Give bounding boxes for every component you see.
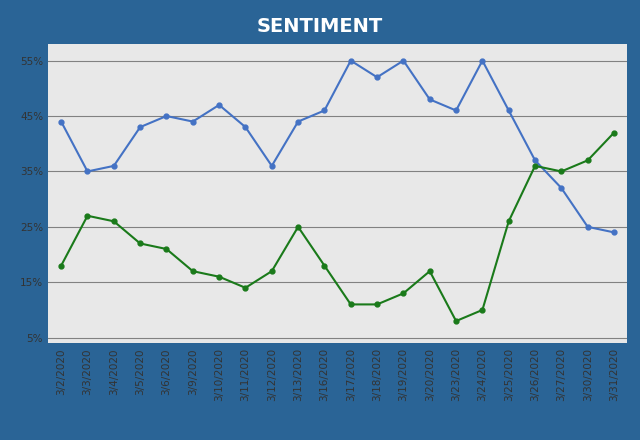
Advancers <box>136 241 144 246</box>
Advancers <box>58 263 65 268</box>
Advancers <box>531 163 539 169</box>
Decliners <box>84 169 92 174</box>
Decliners <box>610 230 618 235</box>
Decliners <box>215 103 223 108</box>
Advancers <box>163 246 170 252</box>
Decliners <box>584 224 591 230</box>
Line: Advancers: Advancers <box>59 130 616 323</box>
Advancers <box>505 219 513 224</box>
Decliners <box>242 125 250 130</box>
Decliners <box>399 58 407 63</box>
Advancers <box>84 213 92 218</box>
Decliners <box>347 58 355 63</box>
Advancers <box>452 319 460 324</box>
Advancers <box>399 291 407 296</box>
Advancers <box>189 268 196 274</box>
Advancers <box>242 285 250 290</box>
Decliners <box>110 163 118 169</box>
Advancers <box>321 263 328 268</box>
Advancers <box>479 307 486 312</box>
Decliners <box>531 158 539 163</box>
Decliners <box>321 108 328 113</box>
Advancers <box>610 130 618 135</box>
Decliners <box>373 75 381 80</box>
Text: SENTIMENT: SENTIMENT <box>257 17 383 36</box>
Advancers <box>268 268 276 274</box>
Decliners <box>557 185 565 191</box>
Decliners <box>426 97 433 102</box>
Decliners <box>479 58 486 63</box>
Decliners <box>163 114 170 119</box>
Decliners <box>452 108 460 113</box>
Advancers <box>426 268 433 274</box>
Decliners <box>136 125 144 130</box>
Decliners <box>189 119 196 124</box>
Advancers <box>584 158 591 163</box>
Advancers <box>215 274 223 279</box>
Decliners <box>268 163 276 169</box>
Decliners <box>505 108 513 113</box>
Advancers <box>557 169 565 174</box>
Advancers <box>347 302 355 307</box>
Decliners <box>294 119 302 124</box>
Advancers <box>110 219 118 224</box>
Line: Decliners: Decliners <box>59 58 616 235</box>
Advancers <box>294 224 302 230</box>
Decliners <box>58 119 65 124</box>
Advancers <box>373 302 381 307</box>
